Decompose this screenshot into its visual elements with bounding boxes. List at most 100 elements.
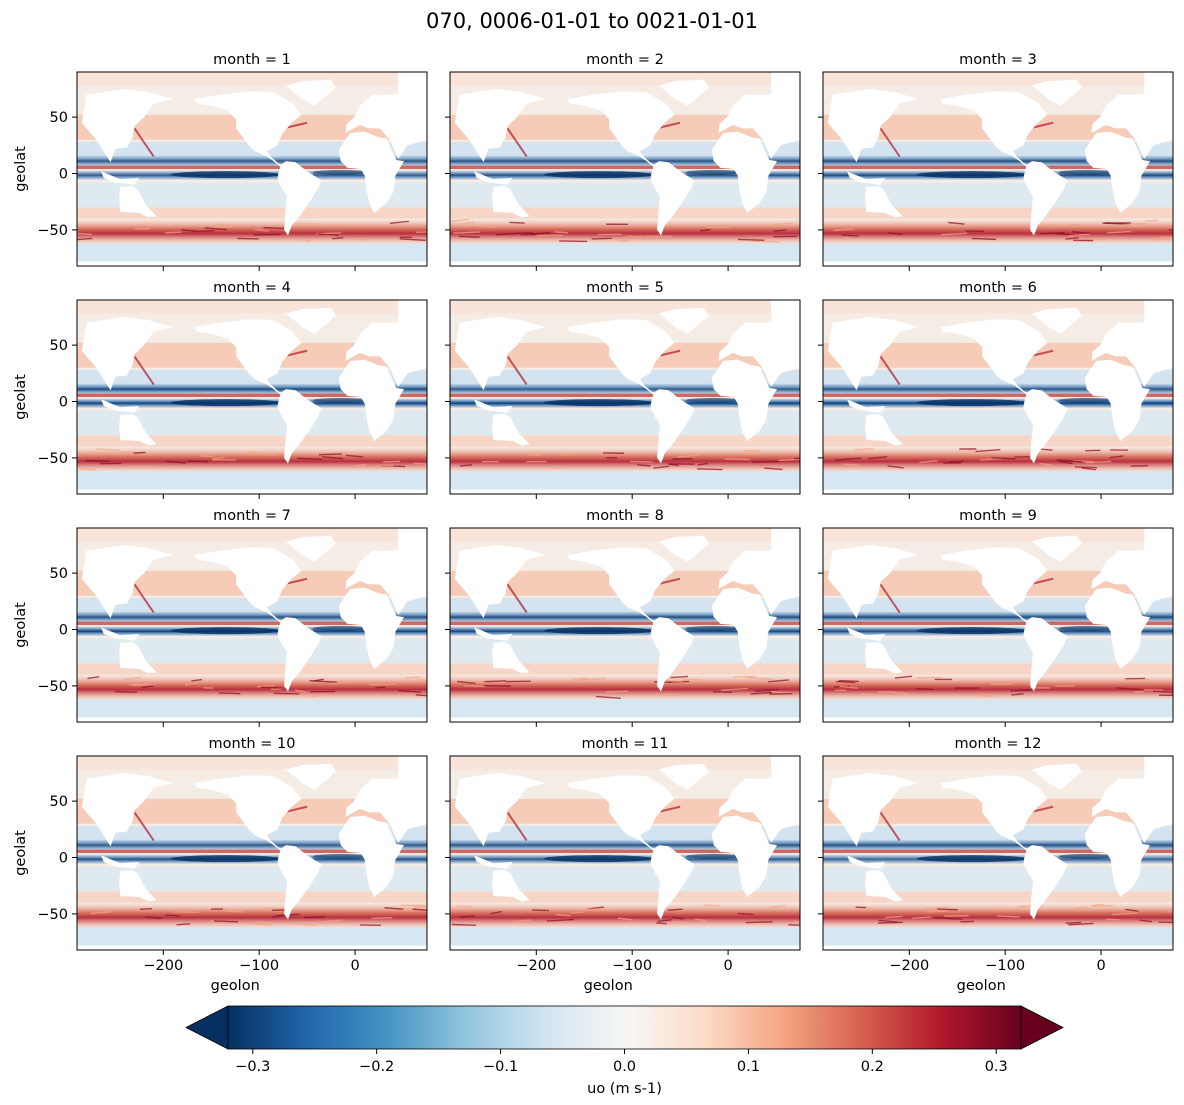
x-tick-label: 0: [723, 958, 732, 974]
colorbar-extend-low: [185, 1005, 229, 1050]
axes-frame: [822, 755, 1174, 951]
colorbar-tick-label: −0.2: [359, 1059, 394, 1075]
land-mask: [81, 528, 427, 692]
x-tick-label: −100: [612, 958, 652, 974]
x-axis-label: geolon: [957, 978, 1006, 994]
velocity-field: [450, 72, 800, 266]
colorbar-tick-label: 0.1: [737, 1059, 760, 1075]
colorbar-label: uo (m s-1): [587, 1081, 662, 1097]
panel-month-2: month = 2: [445, 52, 801, 271]
figure-title: 070, 0006-01-01 to 0021-01-01: [426, 9, 758, 33]
axes-frame: [76, 527, 428, 723]
velocity-field: [77, 528, 427, 722]
y-tick-label: −50: [37, 679, 68, 695]
velocity-field: [823, 72, 1173, 266]
panel-title: month = 4: [213, 280, 291, 296]
velocity-field: [77, 72, 427, 266]
axes-frame: [822, 527, 1174, 723]
panel-month-3: month = 3: [818, 52, 1174, 271]
x-tick-label: −100: [239, 958, 279, 974]
velocity-field: [450, 528, 800, 722]
y-axis-label: geolat: [13, 146, 29, 192]
velocity-field: [450, 300, 800, 494]
land-mask: [827, 300, 1173, 464]
y-tick-label: −50: [37, 223, 68, 239]
colorbar-tick-label: −0.3: [235, 1059, 270, 1075]
panel-month-1: month = 1 −50 0 50 geolat: [13, 52, 428, 271]
colorbar-body: [227, 1005, 1022, 1050]
panel-title: month = 11: [582, 736, 669, 752]
y-tick-label: −50: [37, 907, 68, 923]
axes-frame: [822, 299, 1174, 495]
land-mask: [827, 528, 1173, 692]
axes-frame: [449, 755, 801, 951]
panel-grid: month = 1 −50 0 50 geolat month = 2 month = 3 m…: [13, 52, 1174, 994]
colorbar-tick-label: 0.0: [613, 1059, 636, 1075]
panel-month-10: month = 10 −200 −100 0 −50 0 50 geolat geolon: [13, 736, 428, 994]
panel-title: month = 8: [586, 508, 664, 524]
panel-month-11: month = 11 −200 −100 0 geolon: [445, 736, 801, 994]
colorbar-extend-high: [1020, 1005, 1064, 1050]
panel-title: month = 9: [959, 508, 1037, 524]
panel-month-7: month = 7 −50 0 50 geolat: [13, 508, 428, 727]
land-mask: [827, 72, 1173, 236]
panel-title: month = 7: [213, 508, 291, 524]
land-mask: [454, 528, 800, 692]
panel-month-4: month = 4 −50 0 50 geolat: [13, 280, 428, 499]
land-mask: [81, 756, 427, 920]
axes-frame: [449, 299, 801, 495]
panel-title: month = 3: [959, 52, 1037, 68]
axes-frame: [449, 527, 801, 723]
land-mask: [454, 72, 800, 236]
land-mask: [454, 756, 800, 920]
panel-title: month = 12: [955, 736, 1042, 752]
colorbar: −0.3 −0.2 −0.1 0.0 0.1 0.2 0.3 uo (m s-1): [185, 1005, 1064, 1097]
y-tick-label: 50: [50, 566, 68, 582]
land-mask: [81, 72, 427, 236]
axes-frame: [76, 71, 428, 267]
x-tick-label: −200: [516, 958, 556, 974]
panel-month-12: month = 12 −200 −100 0 geolon: [818, 736, 1174, 994]
land-mask: [81, 300, 427, 464]
panel-title: month = 10: [209, 736, 296, 752]
panel-title: month = 2: [586, 52, 664, 68]
y-tick-label: 50: [50, 338, 68, 354]
axes-frame: [822, 71, 1174, 267]
panel-month-6: month = 6: [818, 280, 1174, 499]
panel-month-8: month = 8: [445, 508, 801, 727]
velocity-field: [77, 300, 427, 494]
y-axis-label: geolat: [13, 602, 29, 648]
y-axis-label: geolat: [13, 374, 29, 420]
y-tick-label: 50: [50, 794, 68, 810]
axes-frame: [76, 755, 428, 951]
velocity-field: [823, 300, 1173, 494]
y-tick-label: 0: [59, 851, 68, 867]
panel-month-5: month = 5: [445, 280, 801, 499]
y-axis-label: geolat: [13, 830, 29, 876]
land-mask: [827, 756, 1173, 920]
panel-title: month = 1: [213, 52, 291, 68]
x-axis-label: geolon: [211, 978, 260, 994]
panel-title: month = 5: [586, 280, 664, 296]
colorbar-tick-label: 0.3: [985, 1059, 1008, 1075]
y-tick-label: 0: [59, 167, 68, 183]
x-tick-label: 0: [1096, 958, 1105, 974]
colorbar-tick-label: −0.1: [483, 1059, 518, 1075]
y-tick-label: 50: [50, 110, 68, 126]
x-axis-label: geolon: [584, 978, 633, 994]
x-tick-label: −200: [889, 958, 929, 974]
x-tick-label: 0: [350, 958, 359, 974]
colorbar-tick-label: 0.2: [861, 1059, 884, 1075]
land-mask: [454, 300, 800, 464]
y-tick-label: 0: [59, 623, 68, 639]
panel-title: month = 6: [959, 280, 1037, 296]
x-tick-label: −200: [143, 958, 183, 974]
x-tick-label: −100: [985, 958, 1025, 974]
velocity-field: [823, 756, 1173, 950]
velocity-field: [450, 756, 800, 950]
y-tick-label: −50: [37, 451, 68, 467]
velocity-field: [77, 756, 427, 950]
panel-month-9: month = 9: [818, 508, 1174, 727]
y-tick-label: 0: [59, 395, 68, 411]
